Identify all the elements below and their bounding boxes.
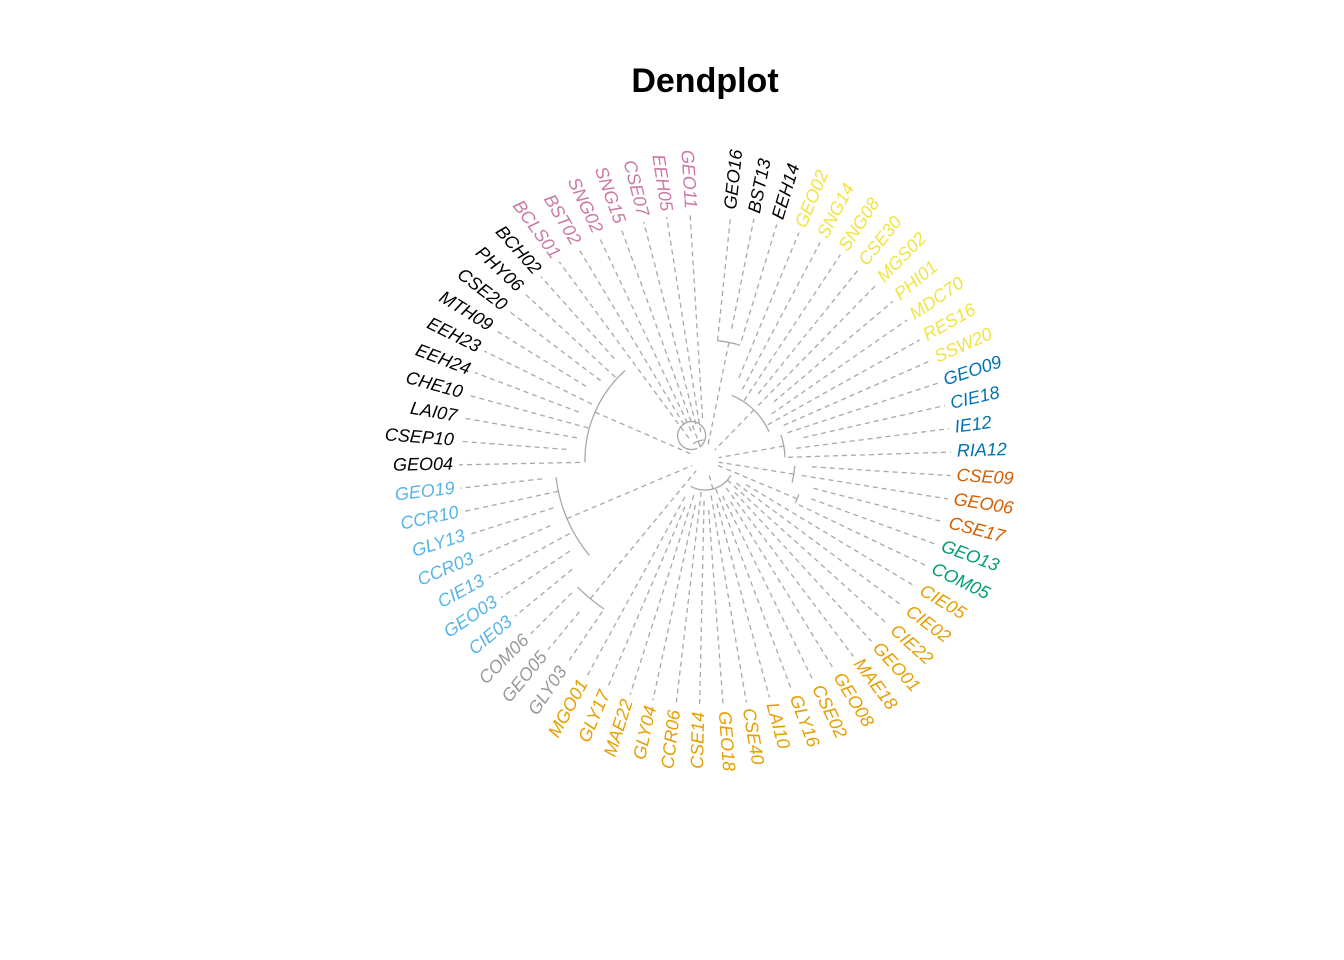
leaf-branch-line bbox=[773, 300, 894, 403]
leaf-branch-line bbox=[698, 500, 705, 706]
leaf-branch-line bbox=[803, 404, 946, 439]
leaf-branch-line bbox=[798, 504, 928, 567]
leaf-label: GEO11 bbox=[677, 149, 701, 209]
leaf-branch-line bbox=[586, 496, 686, 677]
cluster-stem bbox=[714, 409, 755, 451]
leaf-branch-line bbox=[464, 490, 559, 513]
leaf-branch-line bbox=[722, 495, 814, 682]
leaf-branch-line bbox=[578, 248, 685, 426]
leaf-branch-line bbox=[629, 495, 695, 695]
leaf-branch-line bbox=[725, 487, 854, 657]
cluster-stem bbox=[589, 470, 697, 600]
leaf-label: CIE18 bbox=[948, 382, 1001, 413]
leaf-branch-line bbox=[710, 495, 748, 703]
leaf-branch-line bbox=[478, 525, 551, 557]
leaf-branch-line bbox=[771, 319, 908, 415]
leaf-branch-line bbox=[484, 350, 593, 405]
leaf-label: RIA12 bbox=[957, 439, 1008, 461]
leaf-labels: GEO16BST13EEH14GEO02SNG14SNG08CSE30MGS02… bbox=[384, 148, 1016, 772]
cluster-stem bbox=[697, 440, 701, 448]
leaf-branch-line bbox=[813, 487, 944, 523]
leaf-branch-line bbox=[734, 491, 872, 642]
leaf-branch-line bbox=[459, 440, 567, 451]
leaf-label: CCR06 bbox=[657, 708, 684, 770]
leaf-label: GEO06 bbox=[952, 489, 1015, 518]
leaf-branch-line bbox=[743, 254, 841, 402]
leaf-branch-line bbox=[757, 283, 878, 407]
leaf-branch-line bbox=[652, 504, 696, 701]
leaf-label: LAI07 bbox=[409, 398, 460, 426]
leaf-label: GEO19 bbox=[394, 478, 456, 505]
leaf-branch-line bbox=[796, 427, 950, 449]
root-arc bbox=[676, 420, 707, 451]
leaf-branch-line bbox=[470, 507, 554, 535]
leaf-branch-line bbox=[740, 224, 778, 341]
leaf-label: CSE40 bbox=[739, 707, 768, 767]
leaf-label: CSE14 bbox=[687, 712, 708, 769]
leaf-label: CSE09 bbox=[956, 465, 1014, 489]
leaf-branch-line bbox=[726, 479, 889, 625]
leaf-branch-line bbox=[745, 484, 917, 588]
leaf-branch-line bbox=[488, 532, 571, 578]
chart-title: Dendplot bbox=[631, 62, 778, 100]
leaf-label: CSEP10 bbox=[384, 424, 454, 449]
leaf-branch-line bbox=[666, 216, 702, 433]
leaf-branch-line bbox=[547, 611, 580, 650]
leaf-branch-line bbox=[787, 451, 951, 458]
leaf-branch-line bbox=[540, 276, 615, 360]
leaf-branch-line bbox=[474, 371, 580, 413]
leaf-branch-line bbox=[810, 498, 937, 546]
leaf-branch-line bbox=[738, 232, 800, 378]
leaf-branch-line bbox=[811, 466, 951, 477]
cluster-stem bbox=[707, 342, 730, 447]
leaf-branch-line bbox=[460, 478, 543, 489]
leaf-branch-line bbox=[530, 592, 573, 635]
leaf-connector-lines bbox=[458, 214, 951, 706]
leaf-branch-line bbox=[558, 261, 690, 439]
leaf-branch-line bbox=[708, 509, 724, 706]
leaf-branch-line bbox=[500, 550, 571, 599]
dendrogram-branches bbox=[555, 340, 800, 610]
leaf-branch-line bbox=[462, 417, 578, 439]
leaf-branch-line bbox=[689, 214, 704, 419]
leaf-branch-line bbox=[767, 339, 921, 426]
leaf-branch-line bbox=[458, 461, 581, 466]
leaf-branch-line bbox=[715, 488, 793, 691]
leaf-branch-line bbox=[675, 491, 702, 705]
leaf-branch-line bbox=[620, 228, 698, 439]
leaf-branch-line bbox=[801, 474, 949, 500]
leaf-label: GEO04 bbox=[393, 454, 453, 475]
cluster-arc bbox=[692, 439, 704, 445]
leaf-branch-line bbox=[566, 611, 603, 664]
leaf-branch-line bbox=[787, 382, 939, 434]
cluster-stem bbox=[566, 464, 693, 520]
leaf-label: IE12 bbox=[953, 412, 992, 437]
cluster-arc bbox=[584, 370, 626, 463]
leaf-branch-line bbox=[495, 329, 587, 387]
leaf-branch-line bbox=[741, 242, 821, 390]
leaf-label: GLY04 bbox=[629, 704, 660, 761]
cluster-arc bbox=[555, 477, 590, 556]
leaf-branch-line bbox=[643, 221, 697, 425]
leaf-branch-line bbox=[736, 482, 904, 607]
leaf-label: EEH05 bbox=[648, 153, 677, 213]
leaf-branch-line bbox=[514, 568, 573, 617]
cluster-stem bbox=[708, 473, 714, 490]
leaf-branch-line bbox=[607, 506, 686, 687]
leaf-label: GEO18 bbox=[715, 710, 739, 771]
cluster-stem bbox=[718, 461, 795, 475]
cluster-arc bbox=[780, 434, 786, 458]
leaf-branch-line bbox=[716, 215, 732, 341]
leaf-branch-line bbox=[716, 503, 771, 698]
cluster-arc bbox=[690, 475, 732, 491]
leaf-branch-line bbox=[508, 310, 602, 382]
cluster-arc bbox=[731, 394, 770, 433]
leaf-branch-line bbox=[731, 218, 755, 329]
leaf-label: GEO16 bbox=[720, 148, 746, 211]
leaf-branch-line bbox=[523, 292, 616, 378]
cluster-stem bbox=[718, 445, 784, 459]
leaf-branch-line bbox=[467, 394, 589, 429]
leaf-branch-line bbox=[730, 501, 835, 670]
